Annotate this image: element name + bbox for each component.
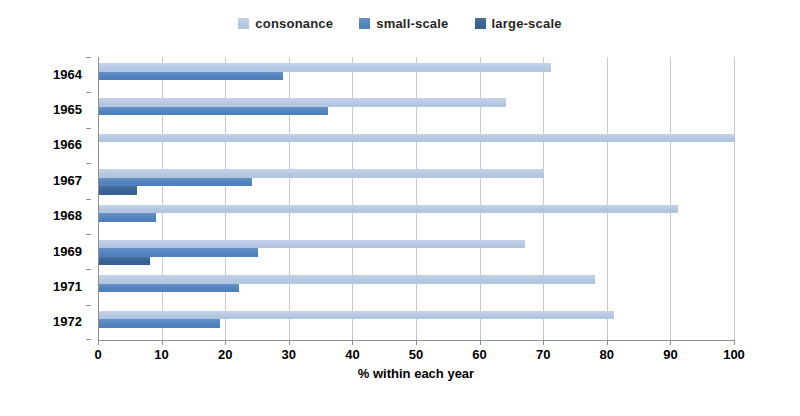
x-axis-tickmark bbox=[98, 341, 99, 345]
legend-label-small-scale: small-scale bbox=[376, 16, 448, 31]
bar-small-scale-1969 bbox=[99, 248, 258, 257]
x-axis-tick-label: 100 bbox=[723, 347, 745, 362]
bar-small-scale-1971 bbox=[99, 284, 239, 293]
gridline bbox=[543, 57, 544, 340]
plot-area bbox=[98, 57, 735, 341]
y-axis-tickmark bbox=[86, 234, 91, 235]
x-axis-tickmark bbox=[670, 341, 671, 345]
legend-item-large-scale: large-scale bbox=[475, 16, 562, 31]
y-axis-tickmark bbox=[86, 199, 91, 200]
y-axis-tickmark bbox=[86, 92, 91, 93]
category-label-1964: 1964 bbox=[0, 67, 90, 82]
x-axis-title: % within each year bbox=[98, 366, 734, 381]
bar-consonance-1968 bbox=[99, 205, 678, 214]
x-axis-tick-label: 20 bbox=[218, 347, 232, 362]
category-label-1967: 1967 bbox=[0, 173, 90, 188]
x-axis-tickmark bbox=[225, 341, 226, 345]
bar-consonance-1969 bbox=[99, 240, 525, 249]
category-label-1971: 1971 bbox=[0, 279, 90, 294]
y-axis-tickmark bbox=[86, 128, 91, 129]
y-axis-tickmark bbox=[86, 57, 91, 58]
bar-consonance-1972 bbox=[99, 311, 614, 320]
x-axis-tick-label: 40 bbox=[345, 347, 359, 362]
y-axis-tickmark bbox=[86, 305, 91, 306]
legend-item-small-scale: small-scale bbox=[359, 16, 448, 31]
x-axis-tickmark bbox=[162, 341, 163, 345]
x-axis-tickmark bbox=[734, 341, 735, 345]
legend-swatch-large-scale-icon bbox=[475, 18, 486, 29]
bar-small-scale-1968 bbox=[99, 213, 156, 222]
x-axis-tickmark bbox=[289, 341, 290, 345]
gridline bbox=[670, 57, 671, 340]
x-axis-tickmark bbox=[352, 341, 353, 345]
y-axis-tickmark bbox=[86, 339, 91, 340]
x-axis-tick-label: 70 bbox=[536, 347, 550, 362]
bar-small-scale-1972 bbox=[99, 319, 220, 328]
category-label-1972: 1972 bbox=[0, 314, 90, 329]
category-label-1968: 1968 bbox=[0, 208, 90, 223]
bar-consonance-1967 bbox=[99, 169, 544, 178]
bar-small-scale-1965 bbox=[99, 107, 328, 116]
x-axis-tick-label: 30 bbox=[282, 347, 296, 362]
category-label-1965: 1965 bbox=[0, 102, 90, 117]
y-axis-tickmark bbox=[86, 269, 91, 270]
x-axis-tick-label: 90 bbox=[663, 347, 677, 362]
x-axis-tick-label: 60 bbox=[472, 347, 486, 362]
x-axis-tick-label: 0 bbox=[94, 347, 101, 362]
y-axis-tickmark bbox=[86, 163, 91, 164]
x-axis-tick-label: 80 bbox=[600, 347, 614, 362]
bar-consonance-1964 bbox=[99, 63, 551, 72]
gridline bbox=[734, 57, 735, 340]
category-label-1969: 1969 bbox=[0, 244, 90, 259]
bar-large-scale-1969 bbox=[99, 257, 150, 266]
legend-label-consonance: consonance bbox=[255, 16, 333, 31]
gridline bbox=[607, 57, 608, 340]
x-axis-tick-label: 50 bbox=[409, 347, 423, 362]
bar-small-scale-1967 bbox=[99, 178, 252, 187]
category-axis: 1964 1965 1966 1967 1968 1969 1971 1972 bbox=[0, 57, 90, 340]
legend: consonance small-scale large-scale bbox=[0, 16, 800, 31]
legend-swatch-small-scale-icon bbox=[359, 18, 370, 29]
bar-consonance-1965 bbox=[99, 98, 506, 107]
x-axis-tickmark bbox=[543, 341, 544, 345]
x-axis-tickmark bbox=[607, 341, 608, 345]
bar-small-scale-1964 bbox=[99, 72, 283, 81]
x-axis-tick-label: 10 bbox=[154, 347, 168, 362]
bar-large-scale-1967 bbox=[99, 186, 137, 195]
bar-consonance-1971 bbox=[99, 275, 595, 284]
value-axis: 0102030405060708090100 bbox=[98, 341, 734, 367]
bar-chart: consonance small-scale large-scale 19641… bbox=[0, 0, 800, 416]
category-label-1966: 1966 bbox=[0, 137, 90, 152]
legend-swatch-consonance-icon bbox=[238, 18, 249, 29]
legend-label-large-scale: large-scale bbox=[492, 16, 562, 31]
x-axis-tickmark bbox=[480, 341, 481, 345]
legend-item-consonance: consonance bbox=[238, 16, 333, 31]
x-axis-tickmark bbox=[416, 341, 417, 345]
bar-consonance-1966 bbox=[99, 134, 735, 143]
